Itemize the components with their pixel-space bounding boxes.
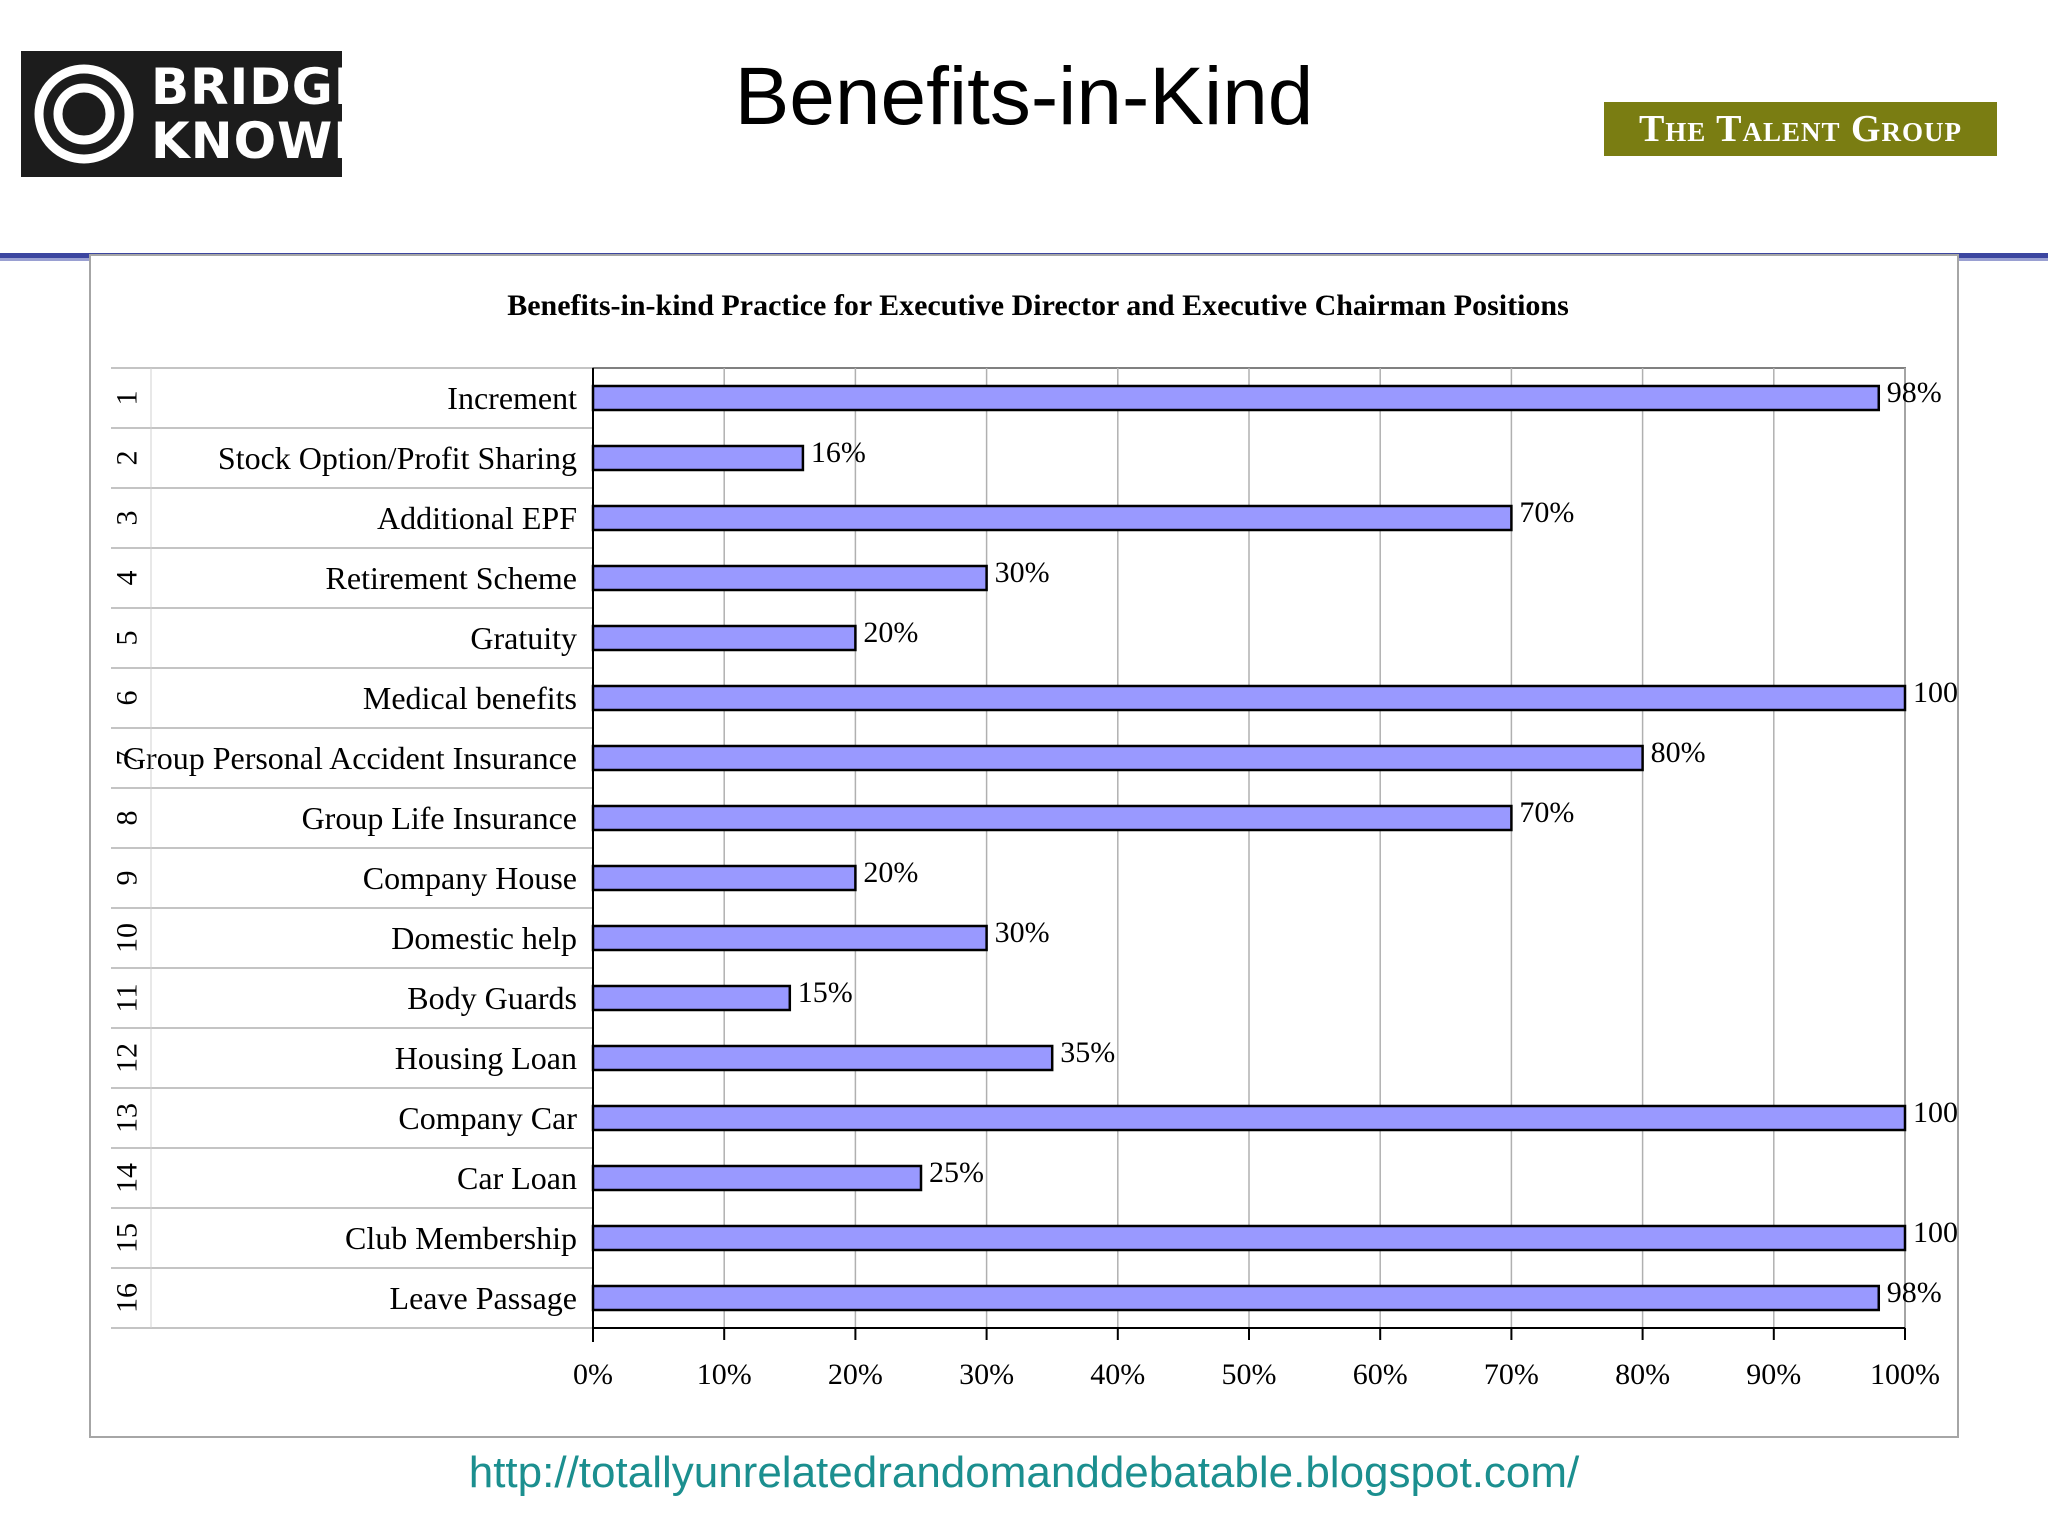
bar	[591, 1224, 1907, 1252]
x-tick-label: 10%	[697, 1358, 752, 1391]
row-number: 2	[111, 451, 144, 466]
category-label: Leave Passage	[390, 1280, 577, 1316]
row-number: 11	[111, 984, 144, 1013]
category-label: Company House	[363, 860, 577, 896]
row-number: 4	[111, 571, 144, 586]
chart-frame: Benefits-in-kind Practice for Executive …	[89, 254, 1959, 1438]
row-number: 7	[111, 751, 144, 766]
category-label: Body Guards	[407, 980, 577, 1016]
bar	[591, 1164, 923, 1192]
row-number: 13	[111, 1103, 144, 1133]
x-axis: 0% 10% 20% 30% 40% 50% 60% 70% 80% 90% 100%	[573, 368, 1940, 1391]
category-label: Club Membership	[345, 1220, 577, 1256]
category-label: Car Loan	[457, 1160, 577, 1196]
data-label: 25%	[929, 1156, 984, 1189]
row-number: 1	[111, 391, 144, 406]
row-number: 8	[111, 811, 144, 826]
row-number: 5	[111, 631, 144, 646]
category-label: Domestic help	[391, 920, 577, 956]
data-label: 35%	[1060, 1036, 1115, 1069]
bar	[591, 1044, 1054, 1072]
category-label: Group Life Insurance	[302, 800, 577, 836]
category-label: Group Personal Accident Insurance	[123, 740, 577, 776]
category-rows: 1 Increment 2 Stock Option/Profit Sharing 3 A…	[111, 367, 593, 1329]
bar	[591, 624, 857, 652]
data-label: 15%	[798, 976, 853, 1009]
row-number: 6	[111, 691, 144, 706]
data-label: 98%	[1887, 376, 1942, 409]
row-number: 16	[111, 1283, 144, 1313]
slide-title: Benefits-in-Kind	[734, 51, 1314, 142]
bar	[591, 864, 857, 892]
x-tick-label: 30%	[959, 1358, 1014, 1391]
bars: 98% 16% 70% 30% 20% 100% 80% 70% 20% 30% 15% 35% 100…	[591, 376, 1957, 1312]
data-label: 20%	[863, 856, 918, 889]
x-tick-label: 100%	[1870, 1358, 1940, 1391]
category-label: Stock Option/Profit Sharing	[218, 440, 577, 476]
category-label: Additional EPF	[377, 500, 577, 536]
data-label: 100%	[1913, 1096, 1957, 1129]
bar	[591, 444, 805, 472]
row-number: 15	[111, 1223, 144, 1253]
x-tick-label: 60%	[1353, 1358, 1408, 1391]
data-label: 70%	[1519, 496, 1574, 529]
category-label: Housing Loan	[395, 1040, 577, 1076]
data-label: 20%	[863, 616, 918, 649]
category-label: Retirement Scheme	[326, 560, 577, 596]
category-label: Increment	[447, 380, 577, 416]
x-tick-label: 40%	[1090, 1358, 1145, 1391]
bar	[591, 1284, 1881, 1312]
ring-logo-icon	[34, 64, 134, 164]
chart-title: Benefits-in-kind Practice for Executive …	[507, 289, 1569, 322]
logo-line-2: KNOWLE	[151, 112, 402, 170]
footer-url-link[interactable]: http://totallyunrelatedrandomanddebatabl…	[468, 1448, 1580, 1497]
bar	[591, 924, 988, 952]
bar	[591, 384, 1881, 412]
data-label: 16%	[811, 436, 866, 469]
row-number: 12	[111, 1043, 144, 1073]
x-tick-label: 20%	[828, 1358, 883, 1391]
data-label: 30%	[995, 556, 1050, 589]
x-tick-label: 50%	[1222, 1358, 1277, 1391]
row-number: 3	[111, 511, 144, 526]
bar	[591, 744, 1644, 772]
bar	[591, 684, 1907, 712]
category-label: Company Car	[398, 1100, 577, 1136]
row-number: 14	[111, 1163, 144, 1193]
data-label: 98%	[1887, 1276, 1942, 1309]
x-tick-label: 0%	[573, 1358, 613, 1391]
category-label: Medical benefits	[363, 680, 577, 716]
bar-chart: Benefits-in-kind Practice for Executive …	[111, 289, 1958, 1391]
x-tick-label: 90%	[1746, 1358, 1801, 1391]
bridge-knowle-logo: BRIDGE KNOWLE	[21, 51, 400, 177]
bar	[591, 804, 1513, 832]
bar	[591, 1104, 1907, 1132]
data-label: 70%	[1519, 796, 1574, 829]
x-tick-label: 80%	[1615, 1358, 1670, 1391]
bar	[591, 984, 792, 1012]
talent-group-logo: The Talent Group Inc.	[1604, 102, 1997, 204]
bar	[591, 564, 988, 592]
data-label: 100%	[1913, 1216, 1957, 1249]
bar	[591, 504, 1513, 532]
row-number: 10	[111, 923, 144, 953]
category-label: Gratuity	[470, 620, 577, 656]
data-label: 100%	[1913, 676, 1957, 709]
logo-line-1: BRIDGE	[151, 58, 369, 116]
data-label: 30%	[995, 916, 1050, 949]
x-tick-label: 70%	[1484, 1358, 1539, 1391]
data-label: 80%	[1651, 736, 1706, 769]
row-number: 9	[111, 871, 144, 886]
